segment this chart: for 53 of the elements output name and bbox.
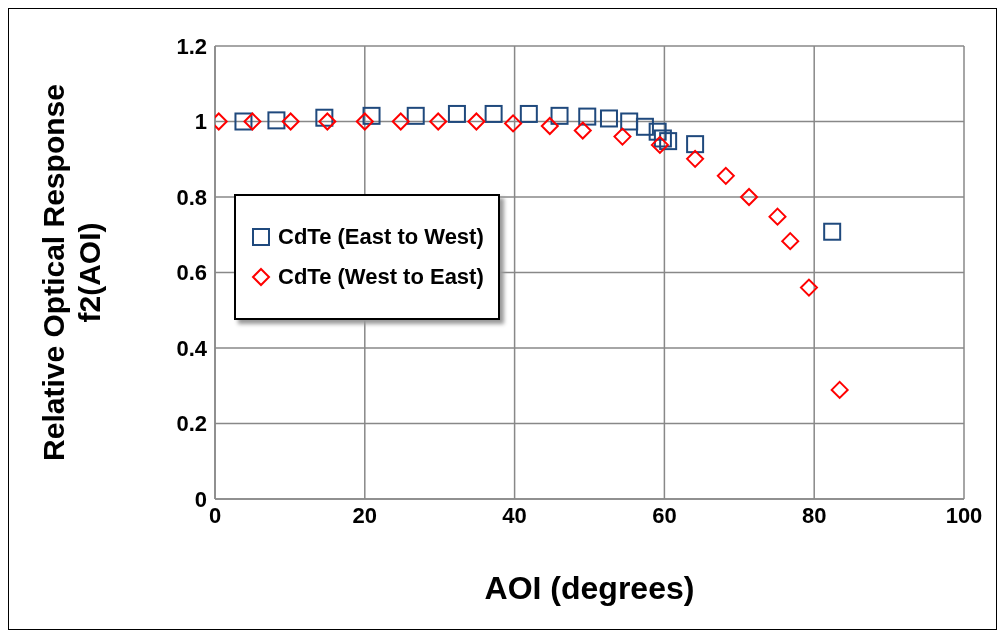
- x-tick-label: 60: [652, 502, 677, 528]
- point: [716, 166, 735, 185]
- point: [281, 112, 300, 131]
- point: [318, 112, 337, 131]
- point: [781, 232, 800, 251]
- x-tick-label: 100: [945, 502, 983, 528]
- point: [740, 188, 759, 206]
- point: [799, 278, 818, 297]
- point: [830, 380, 849, 399]
- point: [550, 106, 569, 125]
- point: [315, 108, 334, 127]
- point: [635, 117, 654, 136]
- point: [648, 122, 667, 141]
- point: [484, 104, 503, 123]
- x-tick-label: 20: [352, 502, 378, 528]
- point: [391, 112, 410, 131]
- y-tick-label: 1: [194, 109, 207, 135]
- y-axis-title: Relative Optical Response f2(AOI): [37, 84, 106, 461]
- y-tick-label: 0: [194, 486, 207, 512]
- point: [613, 127, 632, 146]
- point: [243, 112, 262, 131]
- point: [578, 107, 597, 126]
- point: [267, 111, 286, 130]
- y-tick-label: 0.8: [176, 184, 207, 210]
- point: [447, 104, 466, 123]
- y-tick-label: 1.2: [176, 33, 207, 59]
- x-tick-label: 40: [502, 502, 527, 528]
- point: [768, 207, 787, 226]
- point: [686, 135, 705, 154]
- y-tick-label: 0.2: [176, 411, 207, 437]
- point: [355, 112, 374, 131]
- point: [504, 114, 523, 133]
- point: [540, 117, 559, 136]
- point: [686, 149, 705, 168]
- y-tick-label: 0.4: [176, 335, 208, 361]
- point: [653, 129, 672, 148]
- point: [406, 106, 425, 125]
- point: [467, 112, 486, 131]
- point: [659, 132, 678, 151]
- point: [823, 222, 842, 241]
- legend-label: CdTe (West to East): [278, 264, 484, 290]
- point: [620, 112, 639, 131]
- point: [599, 109, 618, 128]
- x-tick-label: 80: [801, 502, 827, 528]
- point: [650, 135, 669, 154]
- point: [429, 112, 448, 131]
- x-axis-title: AOI (degrees): [484, 570, 695, 606]
- y-tick-label: 0.6: [176, 260, 207, 286]
- point: [234, 112, 253, 131]
- point: [362, 106, 381, 125]
- point: [573, 121, 592, 140]
- point: [519, 104, 538, 123]
- legend-label: CdTe (East to West): [278, 224, 484, 250]
